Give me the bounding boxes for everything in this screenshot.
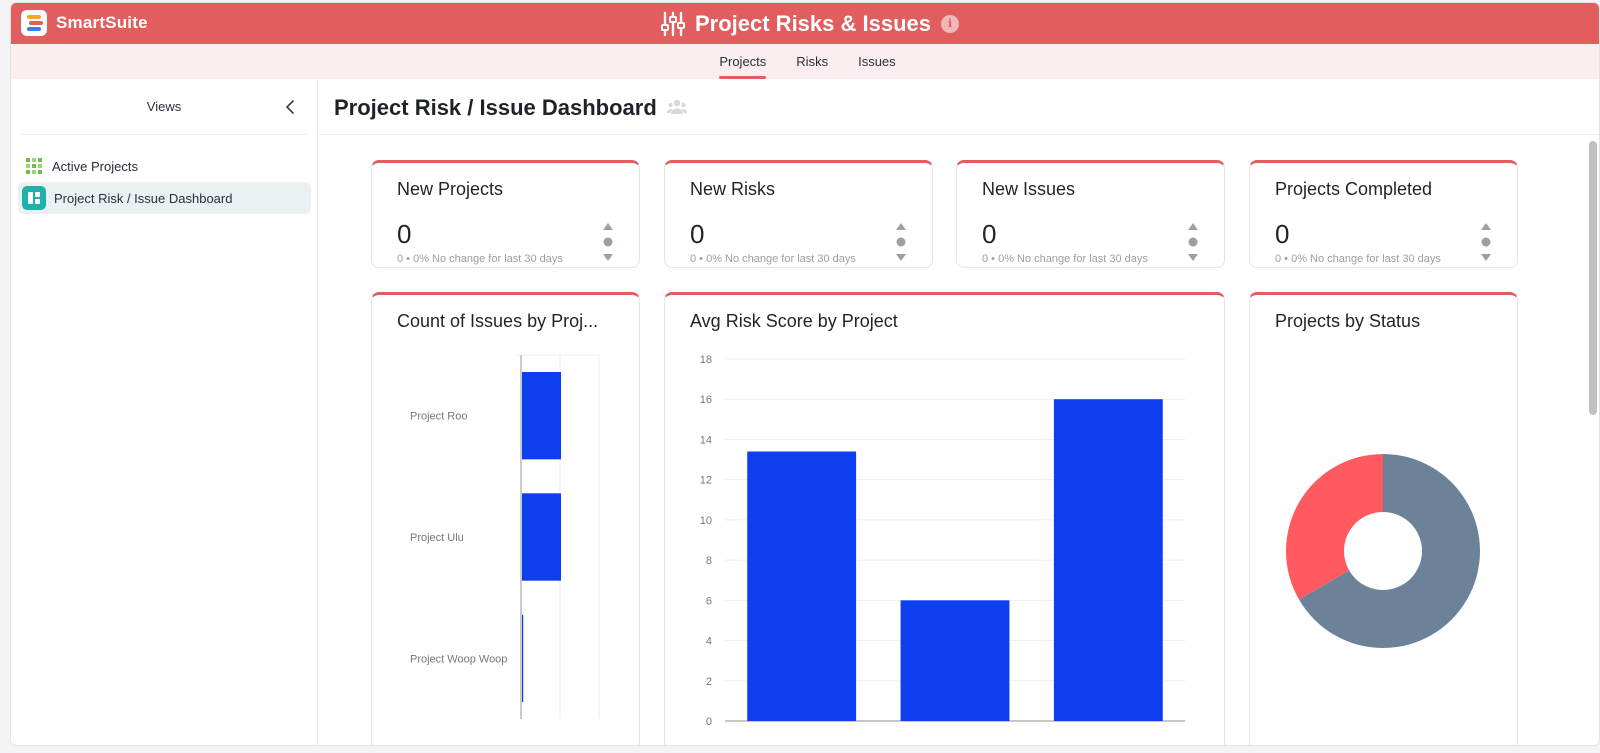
kpi-title: New Risks [690,179,776,199]
sidebar-item-label: Active Projects [52,158,138,174]
kpi-title: New Issues [982,179,1076,199]
chevron-left-icon[interactable] [283,99,299,115]
kpi-card-projects-completed[interactable]: Projects Completed 0 0 • 0% No change fo… [1249,160,1518,268]
kpi-change-text: 0 • 0% No change for last 30 days [982,253,1148,265]
chart-title: Projects by Status [1275,311,1421,331]
chart-card-projects-by-status[interactable]: Projects by Status [1249,292,1518,745]
page-title: Project Risk / Issue Dashboard [334,95,657,120]
y-tick-label: 8 [706,555,712,567]
app-title: Project Risks & Issues [694,10,931,36]
chart-title: Count of Issues by Proj... [397,311,599,331]
brand[interactable]: SmartSuite [21,10,148,36]
app-window: SmartSuite Project Risks & Issues [10,2,1600,746]
tab-risks[interactable]: Risks [796,54,829,69]
kpi-card-new-issues[interactable]: New Issues 0 0 • 0% No change for last 3… [956,160,1225,268]
bar [522,493,561,581]
chart-card-issues-by-project[interactable]: Count of Issues by Proj... Project Roo Pr… [371,292,640,745]
sidebar-header: Views [21,79,307,135]
info-icon[interactable]: i [941,14,959,33]
bar [900,600,1010,721]
sidebar-item-active-projects[interactable]: Active Projects [18,150,311,182]
people-icon[interactable] [667,98,687,116]
kpi-title: Projects Completed [1275,179,1433,199]
trend-indicator-icon [896,223,906,261]
y-tick-label: 14 [700,434,712,446]
category-label: Project Ulu [410,532,464,544]
tab-issues[interactable]: Issues [858,54,896,69]
sidebar-item-label: Project Risk / Issue Dashboard [54,190,233,206]
sidebar-title: Views [146,99,182,114]
bar [522,371,561,460]
y-tick-label: 0 [706,716,712,728]
category-label: Project Roo [410,411,467,423]
trend-indicator-icon [1481,223,1491,261]
category-label: Project Woop Woop [410,653,507,665]
y-tick-label: 6 [706,595,712,607]
bar [522,614,524,703]
brand-name: SmartSuite [56,13,148,32]
trend-indicator-icon [1188,223,1198,261]
table-tabs: Projects Risks Issues [11,44,1599,79]
issues-bar-chart: Project Roo Project Ulu Project Woop Woop [410,354,600,719]
tab-projects[interactable]: Projects [704,44,781,79]
status-donut-chart [1286,454,1480,648]
y-tick-label: 10 [700,515,712,527]
pie-slice [1298,454,1480,648]
sidebar-item-dashboard[interactable]: Project Risk / Issue Dashboard [18,182,311,214]
dashboard-header: Project Risk / Issue Dashboard [319,79,1599,135]
kpi-change-text: 0 • 0% No change for last 30 days [397,253,563,265]
kpi-title: New Projects [397,179,504,199]
y-tick-label: 2 [706,676,712,688]
views-sidebar: Views Active Projects Project Risk / Iss… [11,79,318,745]
dashboard-icon [22,186,46,210]
y-tick-label: 4 [706,636,712,648]
scrollbar[interactable] [1589,141,1597,415]
y-tick-label: 18 [700,354,712,366]
grid-icon [26,158,42,174]
bar [1053,399,1163,721]
trend-indicator-icon [603,223,613,261]
app-header: SmartSuite Project Risks & Issues [11,3,1599,44]
bar [747,451,857,721]
kpi-value: 0 [1275,219,1290,249]
kpi-value: 0 [397,219,412,249]
kpi-card-new-projects[interactable]: New Projects 0 0 • 0% No change for last… [371,160,640,268]
chart-title: Avg Risk Score by Project [690,311,898,331]
sliders-icon [660,11,685,36]
kpi-card-new-risks[interactable]: New Risks 0 0 • 0% No change for last 30… [664,160,933,268]
y-tick-label: 16 [700,394,712,406]
y-tick-label: 12 [700,475,712,487]
risk-score-bar-chart: 0 2 4 6 8 10 12 14 16 18 [700,354,1185,728]
smartsuite-logo-icon [21,10,47,36]
chart-card-avg-risk-score[interactable]: Avg Risk Score by Project 0 2 4 6 8 10 12 14 16 1… [664,292,1225,745]
kpi-change-text: 0 • 0% No change for last 30 days [1275,253,1441,265]
pie-slice [1286,454,1383,600]
dashboard-canvas: New Projects 0 0 • 0% No change for last… [319,135,1599,745]
kpi-value: 0 [690,219,705,249]
kpi-value: 0 [982,219,997,249]
kpi-change-text: 0 • 0% No change for last 30 days [690,253,856,265]
